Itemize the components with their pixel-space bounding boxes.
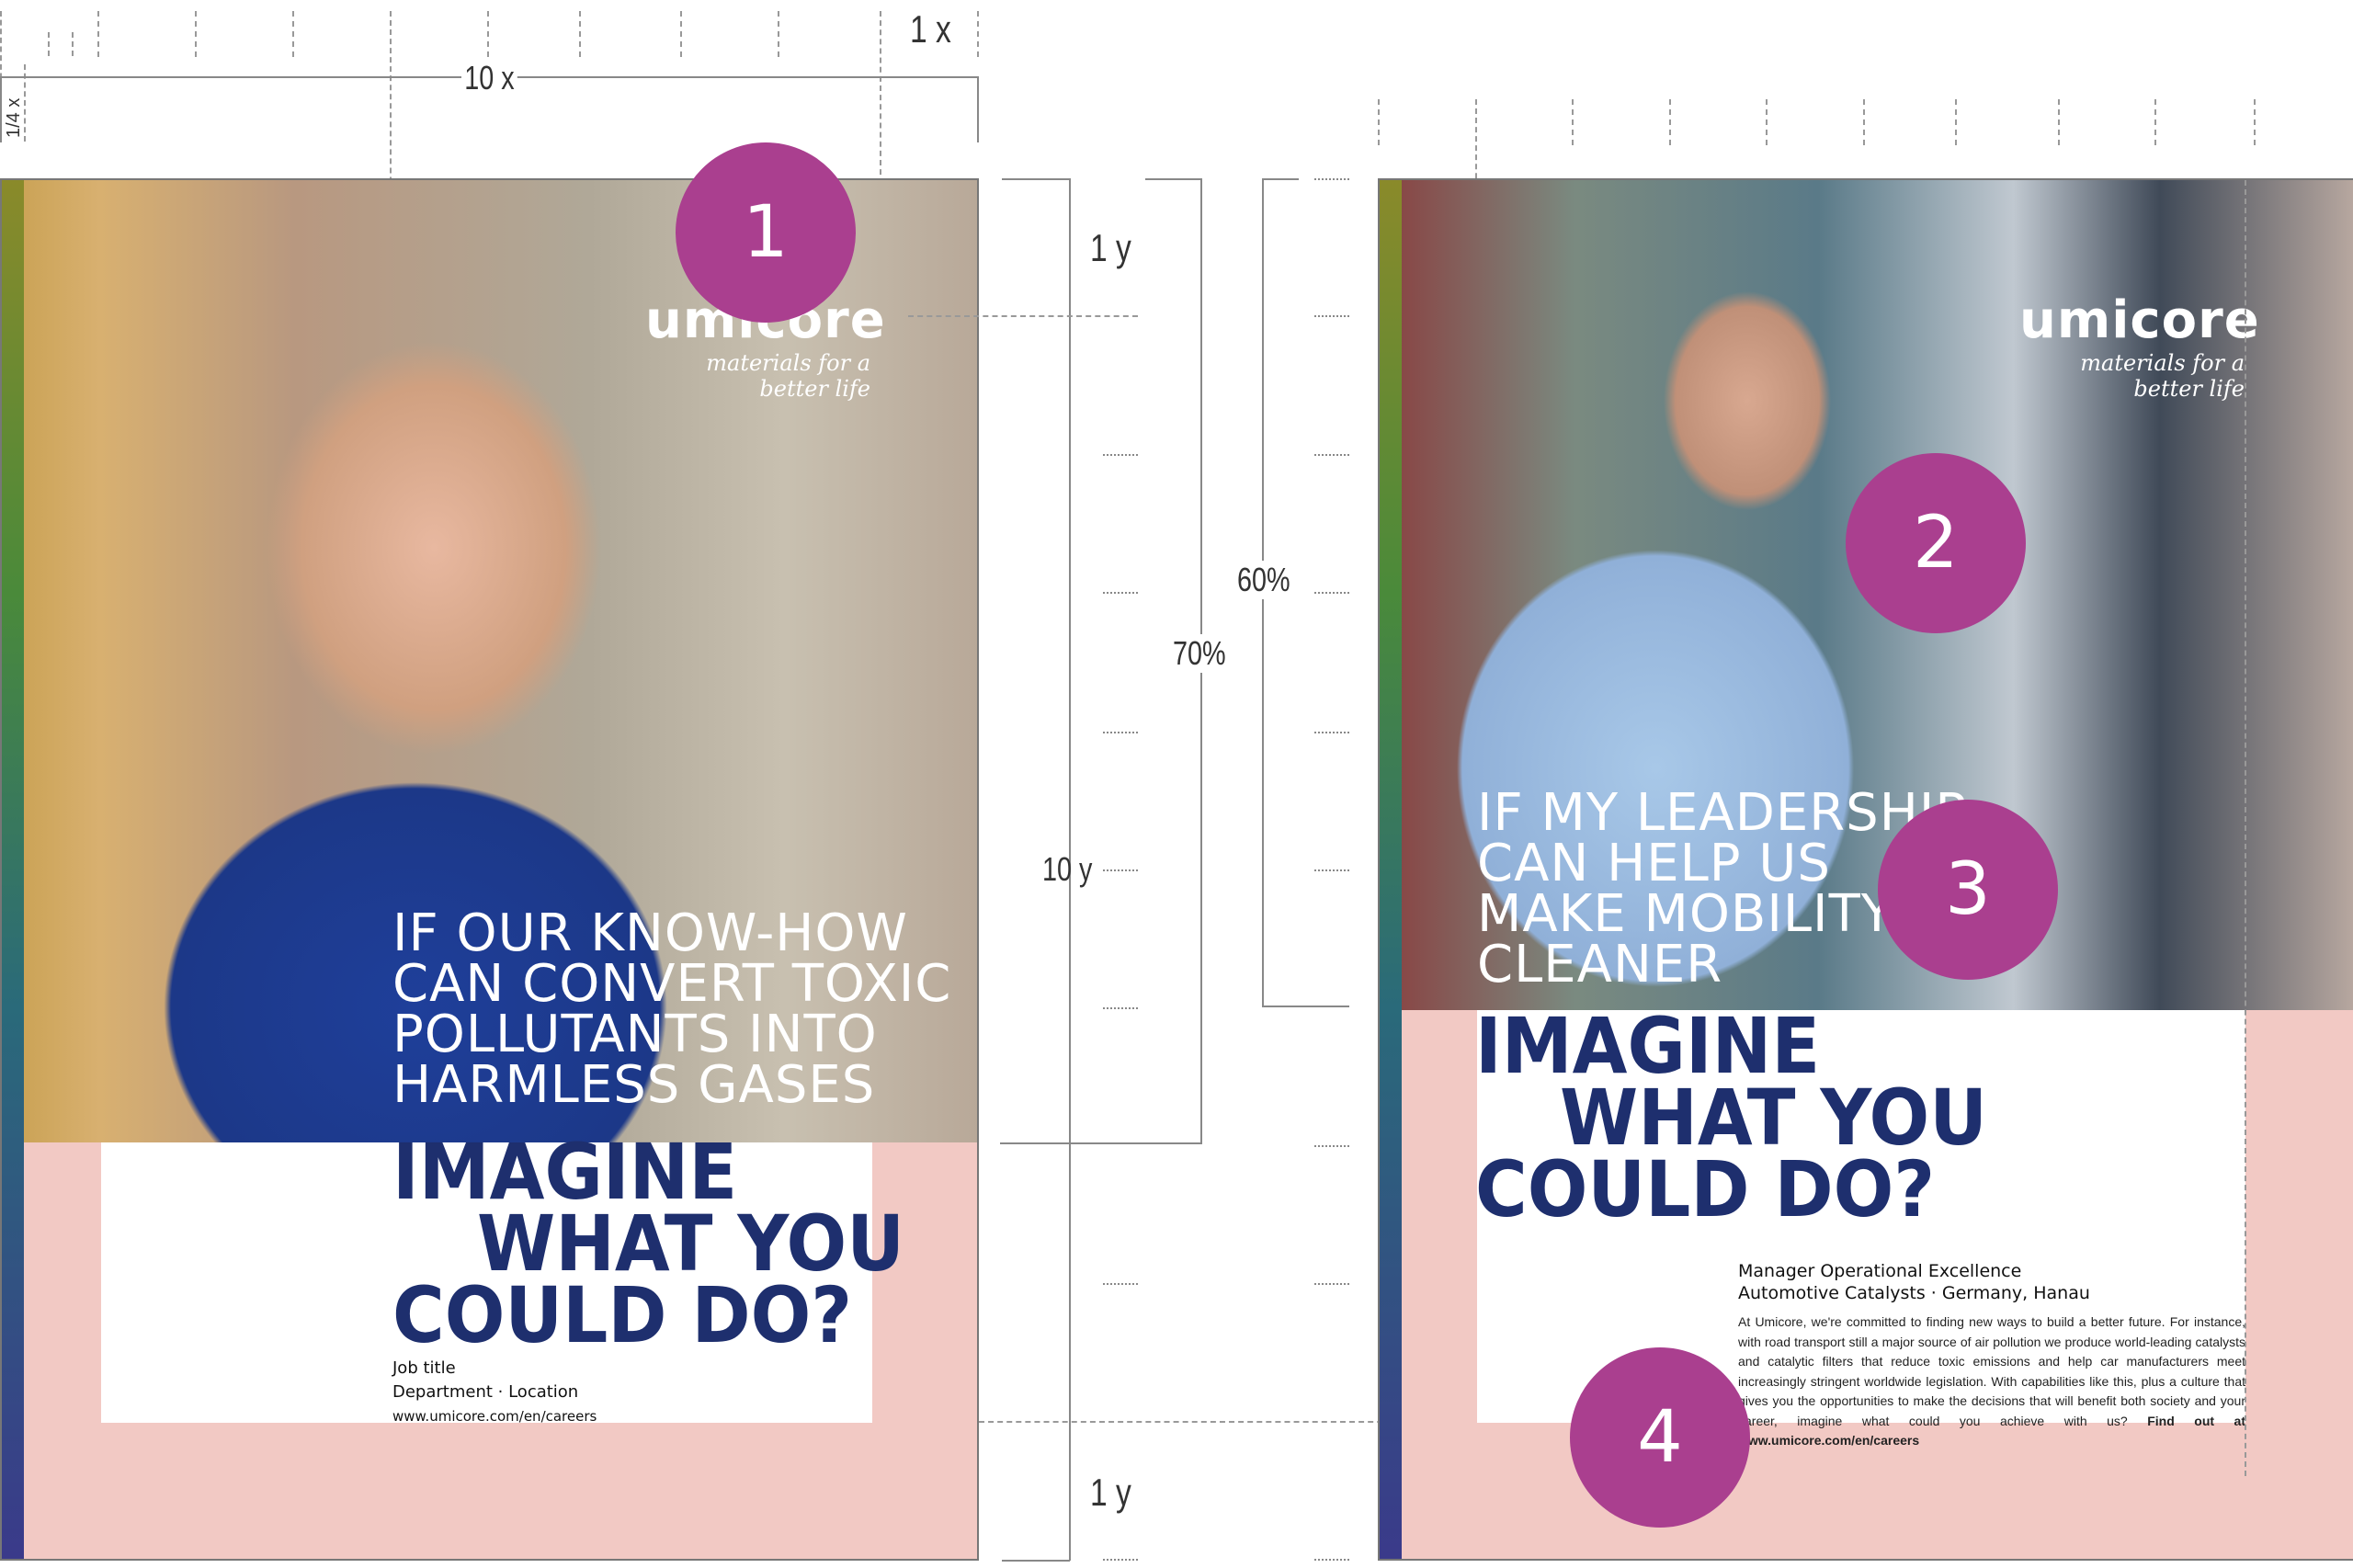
department-location: Automotive Catalysts · Germany, Hanau <box>1738 1283 2090 1303</box>
headline: IF MY LEADERSHIP CAN HELP US MAKE MOBILITY… <box>1477 783 1968 994</box>
umicore-logo: umicore materials for a better life <box>645 290 885 402</box>
logo-wordmark: umicore <box>2019 290 2260 350</box>
guide-quarter-x: 1/4 x <box>4 97 24 138</box>
poster-right: umicore materials for a better life IF M… <box>1378 178 2353 1561</box>
color-strip <box>2 180 24 1559</box>
white-panel <box>101 1142 872 1423</box>
imagine-tagline: IMAGINE WHAT YOU COULD DO? <box>392 1127 905 1360</box>
marker-3: 3 <box>1878 800 2058 980</box>
imagine-tagline: IMAGINE WHAT YOU COULD DO? <box>1475 1001 1988 1234</box>
white-panel <box>1477 1010 2245 1423</box>
umicore-logo: umicore materials for a better life <box>2019 290 2260 402</box>
guide-60pct: 60% <box>1237 561 1290 599</box>
logo-tagline: materials for a better life <box>706 350 870 402</box>
guide-bottom-1y: 1 y <box>1090 1471 1131 1514</box>
marker-1: 1 <box>676 142 856 323</box>
color-strip <box>1380 180 1402 1559</box>
marker-4: 4 <box>1570 1347 1750 1528</box>
guide-10x: 10 x <box>461 59 517 97</box>
careers-cta: Find out at www.umicore.com/en/careers <box>1738 1413 2245 1449</box>
guide-1x: 1 x <box>910 7 951 51</box>
marker-2: 2 <box>1846 453 2026 633</box>
logo-tagline: materials for a better life <box>2080 350 2245 402</box>
job-title: Job title <box>392 1358 456 1378</box>
text-column-guide <box>2245 180 2246 1476</box>
department-location: Department · Location <box>392 1382 579 1402</box>
photo-left <box>2 180 977 1142</box>
guide-10y: 10 y <box>1042 850 1093 888</box>
careers-url: www.umicore.com/en/careers <box>392 1408 597 1425</box>
headline: IF OUR KNOW-HOW CAN CONVERT TOXIC POLLUTAN… <box>392 903 952 1115</box>
job-title: Manager Operational Excellence <box>1738 1261 2022 1281</box>
guide-top-1y: 1 y <box>1090 226 1131 269</box>
guide-70pct: 70% <box>1173 634 1226 673</box>
poster-left: umicore materials for a better life IF O… <box>0 178 979 1561</box>
body-copy: At Umicore, we're committed to finding n… <box>1738 1314 2245 1449</box>
